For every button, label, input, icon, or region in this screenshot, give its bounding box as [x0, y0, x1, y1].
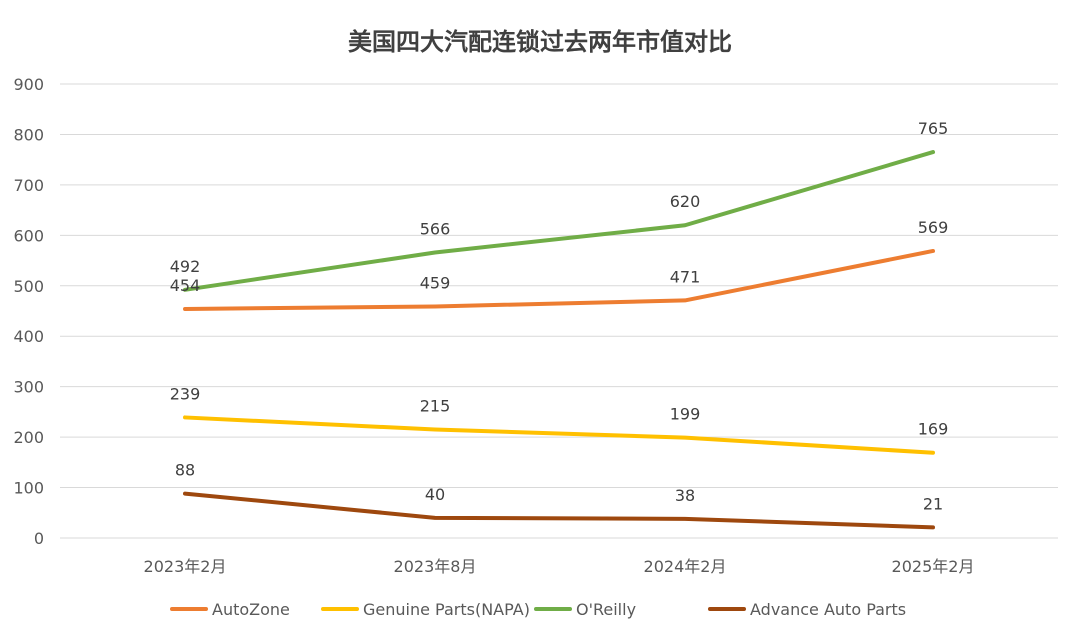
series-line [183, 150, 935, 292]
chart-title: 美国四大汽配连锁过去两年市值对比 [348, 28, 732, 56]
data-label: 569 [918, 218, 949, 237]
legend-label: Genuine Parts(NAPA) [363, 600, 530, 619]
series-line [183, 491, 935, 530]
x-tick-label: 2023年8月 [394, 557, 477, 576]
data-label: 471 [670, 267, 701, 286]
series-line [183, 248, 935, 311]
y-tick-label: 400 [13, 327, 44, 346]
y-tick-label: 0 [34, 529, 44, 548]
data-label: 38 [675, 486, 695, 505]
data-label: 492 [170, 257, 201, 276]
gridlines [60, 83, 1058, 539]
y-tick-label: 700 [13, 176, 44, 195]
data-label: 239 [170, 384, 201, 403]
legend: AutoZone Genuine Parts(NAPA) O'Reilly Advan… [170, 600, 906, 619]
legend-label: Advance Auto Parts [750, 600, 906, 619]
y-tick-label: 300 [13, 378, 44, 397]
data-label: 459 [420, 273, 451, 292]
data-label: 566 [420, 219, 451, 238]
data-label: 215 [420, 397, 451, 416]
x-tick-label: 2024年2月 [644, 557, 727, 576]
data-label: 88 [175, 461, 195, 480]
y-tick-label: 200 [13, 428, 44, 447]
data-label: 765 [918, 119, 949, 138]
data-label: 199 [670, 405, 701, 424]
data-label: 169 [918, 420, 949, 439]
data-labels: 454 459 471 569 239 215 199 169 492 566 620 765 88 40… [170, 119, 949, 513]
legend-label: AutoZone [212, 600, 290, 619]
data-label: 21 [923, 494, 943, 513]
series-lines [183, 150, 935, 530]
series-line [183, 415, 935, 455]
y-tick-label: 800 [13, 125, 44, 144]
data-label: 40 [425, 485, 445, 504]
data-label: 454 [170, 276, 201, 295]
x-axis-ticks: 2023年2月 2023年8月 2024年2月 2025年2月 [144, 557, 975, 576]
y-tick-label: 100 [13, 479, 44, 498]
x-tick-label: 2025年2月 [892, 557, 975, 576]
x-tick-label: 2023年2月 [144, 557, 227, 576]
y-tick-label: 600 [13, 226, 44, 245]
y-axis-ticks: 0 100 200 300 400 500 600 700 800 900 [13, 75, 44, 548]
y-tick-label: 900 [13, 75, 44, 94]
y-tick-label: 500 [13, 277, 44, 296]
data-label: 620 [670, 192, 701, 211]
legend-label: O'Reilly [576, 600, 636, 619]
